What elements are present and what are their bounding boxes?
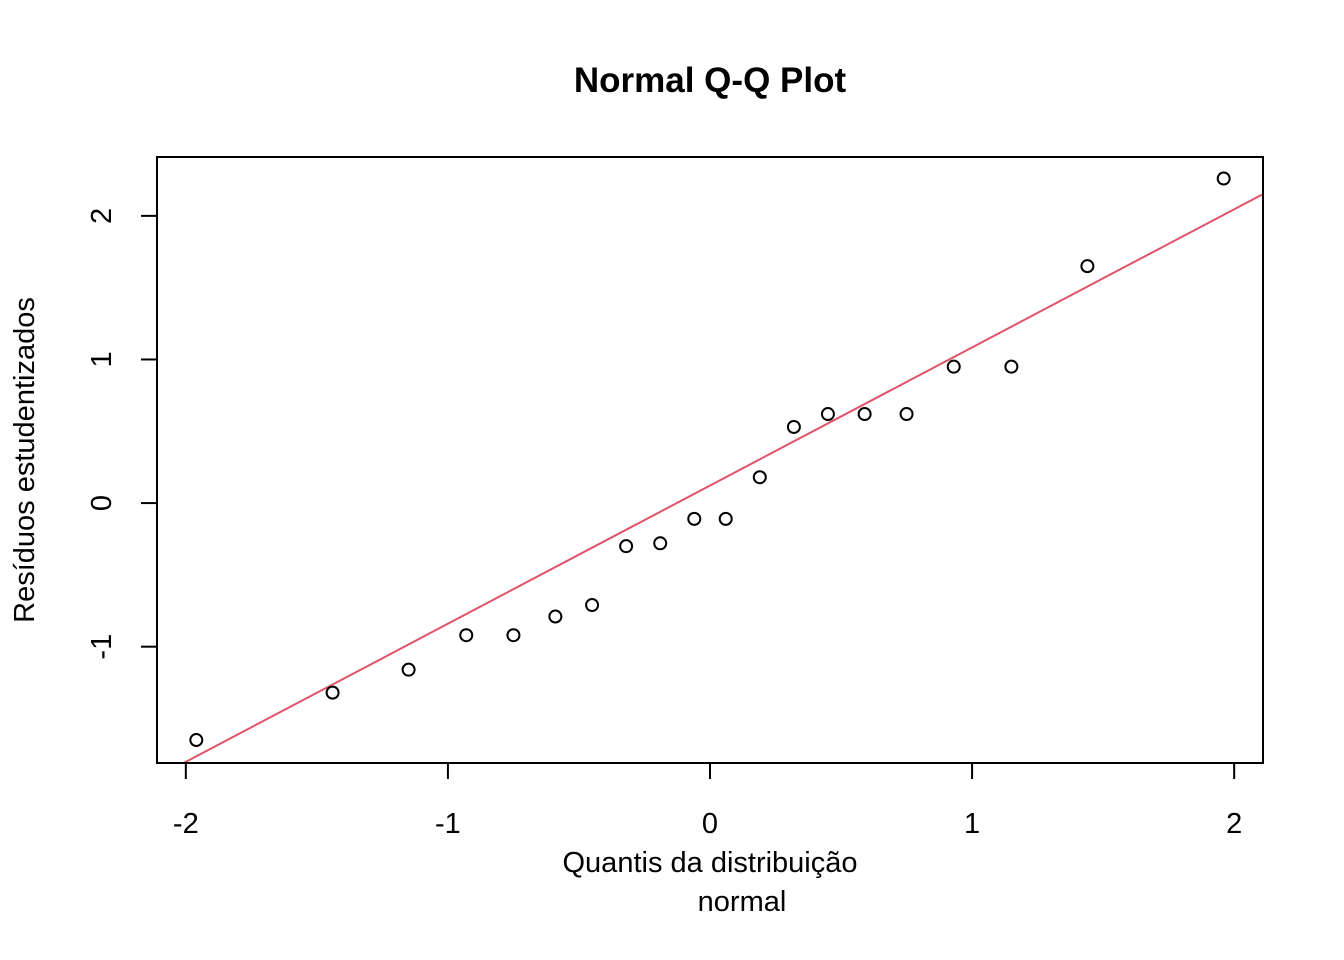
data-point (1004, 359, 1019, 374)
y-axis: -1 0 1 2 (86, 208, 157, 660)
qq-reference-line (181, 192, 1263, 763)
data-point (752, 470, 767, 485)
data-points (189, 171, 1231, 748)
data-point (585, 598, 600, 613)
chart-title: Normal Q-Q Plot (574, 61, 847, 100)
data-point (619, 539, 634, 554)
data-point (189, 733, 204, 748)
x-axis: -2 -1 0 1 2 (173, 763, 1242, 840)
data-point (401, 662, 416, 677)
y-axis-label: Resíduos estudentizados (9, 297, 41, 623)
data-point (718, 511, 733, 526)
x-tick-label: 2 (1226, 808, 1242, 840)
data-point (506, 628, 521, 643)
x-tick-label: -1 (435, 808, 461, 840)
data-point (786, 419, 801, 434)
x-tick-label: 0 (702, 808, 718, 840)
y-tick-label: 0 (86, 495, 118, 511)
x-axis-label-line-1: Quantis da distribuição (563, 847, 858, 879)
data-point (1216, 171, 1231, 186)
y-tick-label: -1 (86, 634, 118, 660)
x-tick-label: 1 (964, 808, 980, 840)
x-axis-label-line-2: normal (698, 886, 787, 918)
y-tick-label: 1 (86, 351, 118, 367)
data-point (459, 628, 474, 643)
data-point (820, 407, 835, 422)
y-tick-label: 2 (86, 208, 118, 224)
data-point (653, 536, 668, 551)
data-point (899, 407, 914, 422)
data-point (548, 609, 563, 624)
data-point (687, 511, 702, 526)
x-tick-label: -2 (173, 808, 199, 840)
data-point (857, 407, 872, 422)
data-point (946, 359, 961, 374)
data-point (1080, 259, 1095, 274)
plot-frame (156, 156, 1264, 764)
data-point (325, 685, 340, 700)
